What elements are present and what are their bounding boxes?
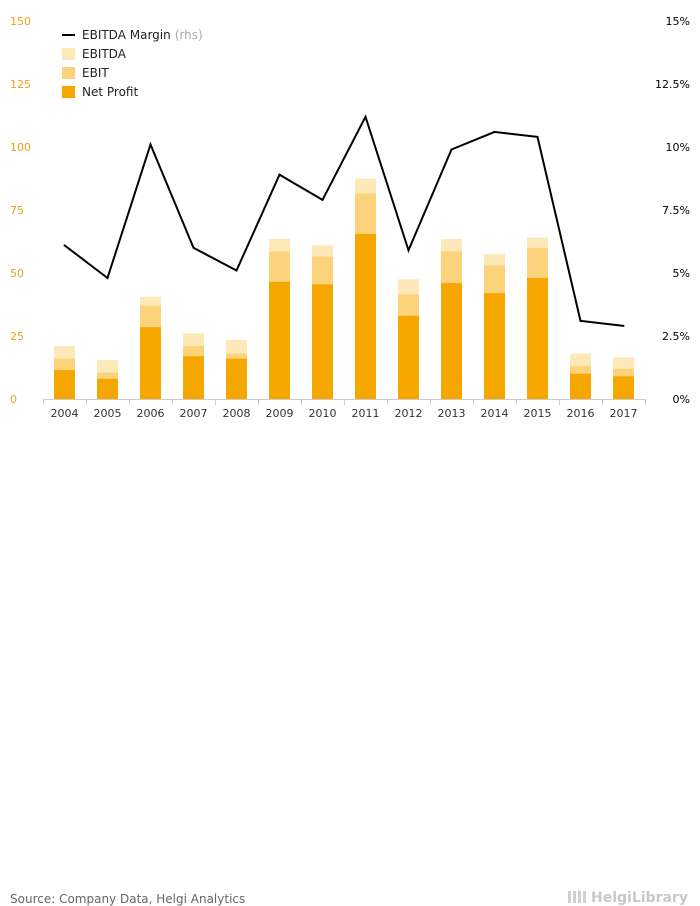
y-right-tick-label: 5% [673,267,690,280]
ebitda-margin-point-2014 [493,130,496,133]
bar-net-profit-2014 [484,293,505,399]
y-left-tick-label: 75 [10,204,24,217]
x-tick-label: 2007 [180,407,208,420]
logo-text: HelgiLibrary [591,890,688,906]
ebitda-margin-point-2015 [536,135,539,138]
bar-net-profit-2006 [140,327,161,399]
bar-net-profit-2004 [54,370,75,399]
y-right-tick-label: 10% [666,141,690,154]
chart: 0 25 50 75 100 125 150 0% 2.5% 5% 7.5% 10% 12.5% 15% 2… [10,15,690,420]
ebitda-margin-point-2012 [407,249,410,252]
y-left-tick-label: 100 [10,141,31,154]
ebitda-margin-line [63,114,624,327]
bar-net-profit-2017 [613,376,634,399]
y-right-tick-label: 2.5% [662,330,690,343]
x-tick-label: 2017 [610,407,638,420]
x-tick-label: 2016 [567,407,595,420]
bar-net-profit-2008 [226,358,247,399]
y-left-tick-label: 125 [10,78,31,91]
legend-label-ebitda: EBITDA [82,47,127,61]
ebitda-margin-point-2010 [321,198,324,201]
ebitda-margin-point-2004 [63,244,66,247]
ebitda-margin-point-2011 [364,115,367,118]
y-left-tick-label: 0 [10,393,17,406]
ebitda-margin-point-2007 [192,246,195,249]
x-tick-label: 2005 [94,407,122,420]
bar-net-profit-2013 [441,283,462,399]
y-right-tick-label: 15% [666,15,690,28]
bars-icon [568,891,588,903]
legend-label-ebitda-margin: EBITDA Margin (rhs) [82,28,203,42]
bar-net-profit-2016 [570,373,591,399]
bar-net-profit-2007 [183,356,204,399]
x-tick-label: 2013 [438,407,466,420]
y-left-tick-label: 50 [10,267,24,280]
x-tick-label: 2009 [266,407,294,420]
x-tick-label: 2014 [481,407,509,420]
footer: Source: Company Data, Helgi Analytics He… [0,441,700,906]
y-right-tick-label: 0% [673,393,690,406]
ebitda-margin-point-2008 [235,269,238,272]
plot-area: 0 25 50 75 100 125 150 0% 2.5% 5% 7.5% 10% 12.5% 15% 2… [10,15,690,420]
helgi-library-logo: HelgiLibrary [568,890,688,906]
bar-net-profit-2005 [97,378,118,399]
bar-net-profit-2010 [312,284,333,399]
legend-rhs-suffix: (rhs) [175,28,203,42]
ebitda-margin-point-2009 [278,173,281,176]
source-text: Source: Company Data, Helgi Analytics [10,892,246,906]
legend-box-swatch [62,86,75,98]
ebitda-margin-point-2006 [149,143,152,146]
bar-net-profit-2015 [527,278,548,399]
y-right-tick-label: 7.5% [662,204,690,217]
bar-net-profit-2009 [269,281,290,399]
x-tick-label: 2015 [524,407,552,420]
legend-box-swatch [62,67,75,79]
y-right-tick-label: 12.5% [655,78,690,91]
bar-net-profit-2011 [355,233,376,399]
ebitda-margin-point-2013 [450,148,453,151]
x-tick-label: 2012 [395,407,423,420]
x-tick-label: 2011 [352,407,380,420]
ebitda-margin-point-2005 [106,277,109,280]
x-tick-label: 2010 [309,407,337,420]
legend-label-ebit: EBIT [82,66,109,80]
ebitda-margin-point-2016 [579,319,582,322]
x-tick-label: 2008 [223,407,251,420]
legend-label-net-profit: Net Profit [82,85,138,99]
y-left-tick-label: 25 [10,330,24,343]
ebitda-margin-point-2017 [622,324,625,327]
bar-net-profit-2012 [398,315,419,399]
legend-box-swatch [62,48,75,60]
x-tick-label: 2004 [51,407,79,420]
x-tick-label: 2006 [137,407,165,420]
y-left-tick-label: 150 [10,15,31,28]
